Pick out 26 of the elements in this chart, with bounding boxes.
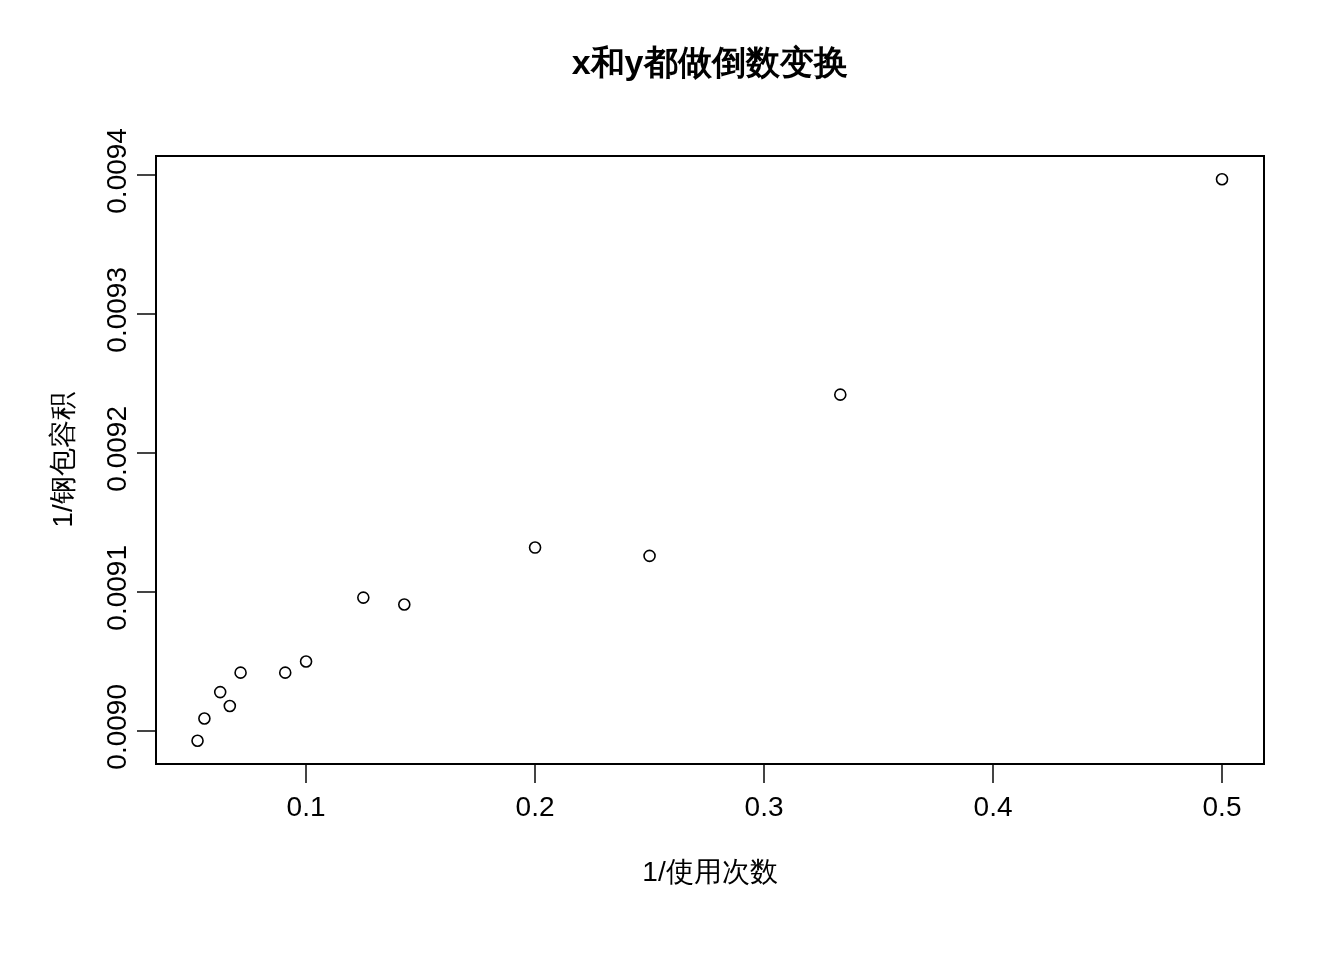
y-tick-label: 0.0093 bbox=[101, 267, 133, 353]
x-tick-label: 0.1 bbox=[286, 791, 326, 823]
y-tick-label: 0.0090 bbox=[101, 684, 133, 770]
x-tick-label: 0.3 bbox=[744, 791, 784, 823]
point bbox=[833, 388, 847, 401]
point bbox=[357, 591, 370, 604]
point bbox=[191, 734, 204, 748]
point bbox=[528, 541, 542, 554]
chart-title: x和y都做倒数变换 bbox=[571, 43, 848, 82]
point bbox=[643, 549, 656, 563]
point bbox=[198, 712, 211, 725]
y-tick-label: 0.0092 bbox=[101, 406, 133, 492]
point bbox=[278, 666, 292, 679]
x-tick-label: 0.5 bbox=[1202, 791, 1242, 823]
x-tick-label: 0.2 bbox=[515, 791, 555, 823]
point bbox=[223, 699, 237, 713]
point bbox=[1215, 172, 1229, 186]
point bbox=[234, 666, 247, 679]
point bbox=[398, 598, 411, 611]
y-tick-label: 0.0094 bbox=[101, 128, 133, 214]
point bbox=[213, 685, 227, 699]
x-tick-label: 0.4 bbox=[973, 791, 1013, 823]
y-tick-label: 0.0091 bbox=[101, 545, 133, 631]
point bbox=[299, 655, 313, 668]
x-axis-title: 1/使用次数 bbox=[642, 855, 778, 887]
y-axis-title: 1/钢包容积 bbox=[47, 392, 79, 528]
